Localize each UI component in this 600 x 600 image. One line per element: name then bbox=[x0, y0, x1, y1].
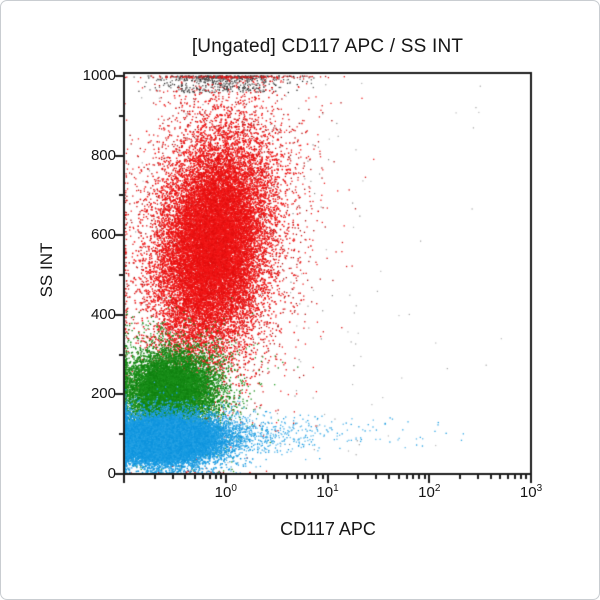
y-tick-label-600: 600 bbox=[90, 226, 116, 244]
x-tick-label-1e3: 103 bbox=[519, 483, 543, 502]
x-tick-label-1e2: 102 bbox=[418, 483, 441, 502]
x-tick-label-1e0: 100 bbox=[214, 483, 237, 502]
x-tick-label-1e1: 101 bbox=[316, 483, 339, 502]
y-tick-label-800: 800 bbox=[90, 146, 116, 164]
y-axis-title: SS INT bbox=[37, 242, 56, 298]
y-tick-label-1000: 1000 bbox=[82, 67, 116, 84]
y-tick-label-400: 400 bbox=[90, 305, 116, 323]
y-tick-label-200: 200 bbox=[90, 385, 116, 403]
y-tick-label-0: 0 bbox=[107, 465, 116, 482]
x-axis-title: CD117 APC bbox=[280, 519, 376, 539]
